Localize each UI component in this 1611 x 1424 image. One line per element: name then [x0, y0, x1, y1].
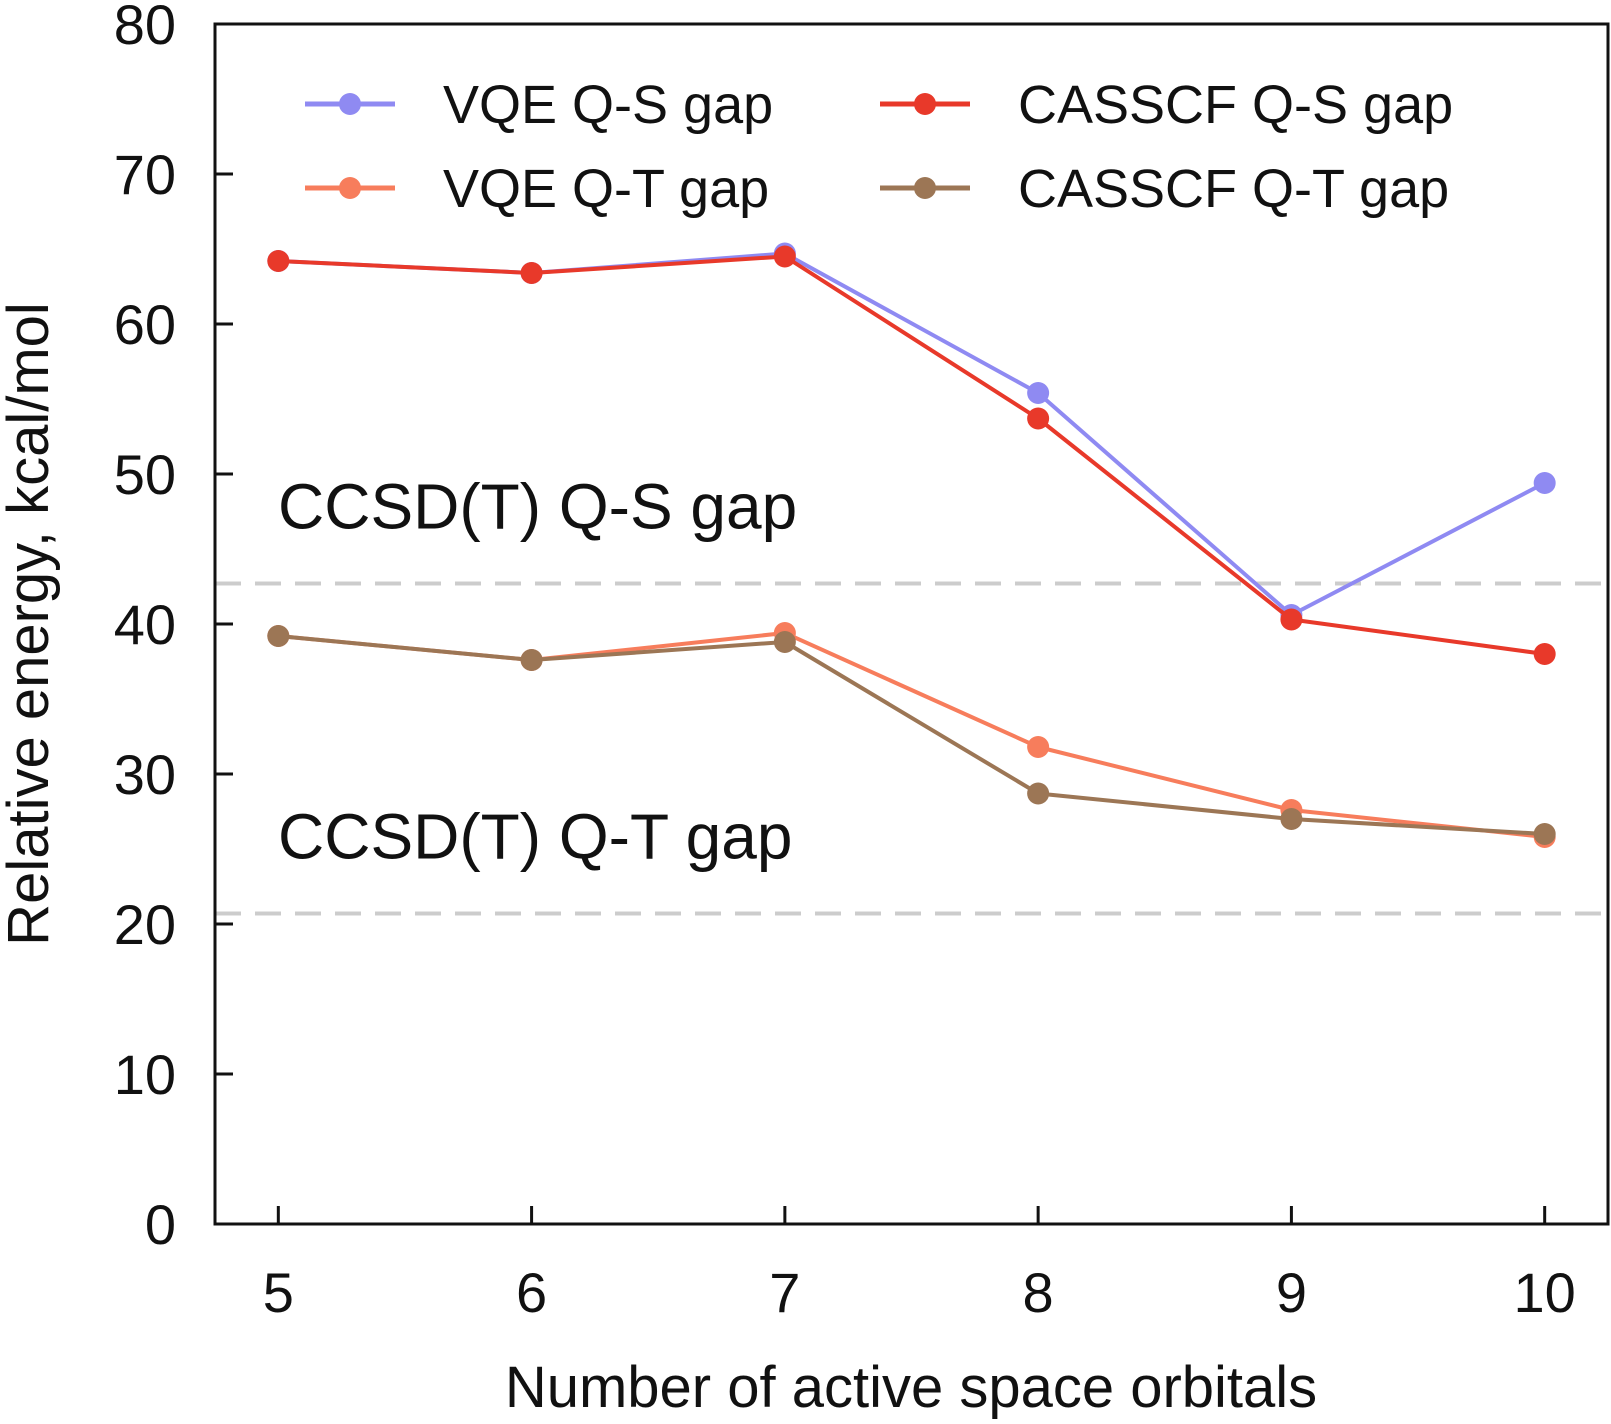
data-point-s1-p2 — [773, 245, 796, 268]
x-tick-label-3: 8 — [1023, 1261, 1054, 1324]
y-tick-label-8: 80 — [114, 0, 176, 56]
series-line-1 — [278, 254, 1545, 656]
reference-label-1: CCSD(T) Q-T gap — [278, 801, 792, 873]
data-point-s3-p3 — [1027, 782, 1050, 805]
y-tick-label-2: 20 — [114, 893, 176, 956]
data-point-s1-p1 — [520, 262, 543, 284]
legend-label-1: CASSCF Q-S gap — [1018, 75, 1453, 135]
y-tick-label-1: 10 — [114, 1043, 176, 1106]
data-point-s3-p1 — [520, 649, 543, 671]
y-axis-title: Relative energy, kcal/mol — [0, 302, 61, 946]
legend-swatch-marker-3 — [914, 177, 936, 199]
data-point-s1-p3 — [1027, 407, 1050, 430]
data-point-s2-p3 — [1027, 736, 1050, 758]
reference-lines — [215, 581, 1608, 916]
x-tick-label-4: 9 — [1276, 1261, 1307, 1324]
legend: VQE Q-S gap CASSCF Q-S gap VQE Q-T gap CASS… — [305, 75, 1453, 219]
data-point-s1-p0 — [267, 250, 290, 272]
data-point-s0-p5 — [1533, 472, 1556, 494]
legend-swatch-marker-2 — [339, 177, 361, 199]
reference-label-0: CCSD(T) Q-S gap — [278, 471, 797, 543]
y-tick-label-4: 40 — [114, 593, 176, 656]
legend-swatch-marker-1 — [914, 93, 936, 115]
data-point-s1-p4 — [1280, 608, 1303, 631]
data-point-s0-p3 — [1027, 382, 1050, 404]
legend-swatch-marker-0 — [339, 93, 361, 115]
x-axis-title: Number of active space orbitals — [505, 1355, 1317, 1420]
y-tick-label-3: 30 — [114, 743, 176, 806]
y-tick-label-6: 60 — [114, 293, 176, 356]
series-line-3 — [278, 634, 1545, 836]
series-line-0 — [278, 251, 1546, 617]
x-tick-label-2: 7 — [769, 1261, 800, 1324]
reference-labels: CCSD(T) Q-S gap CCSD(T) Q-T gap — [278, 471, 797, 873]
legend-label-2: VQE Q-T gap — [443, 159, 769, 219]
series-layer — [267, 242, 1556, 848]
x-tick-label-5: 10 — [1514, 1261, 1576, 1324]
x-tick-label-0: 5 — [263, 1261, 294, 1324]
data-point-s3-p0 — [267, 625, 290, 647]
legend-label-0: VQE Q-S gap — [443, 75, 773, 135]
x-tick-label-1: 6 — [516, 1261, 547, 1324]
data-point-s3-p2 — [773, 631, 796, 653]
axis-ticks: 5 6 7 8 9 10 0 10 20 30 40 50 60 70 80 — [114, 0, 1576, 1324]
data-point-s1-p5 — [1533, 643, 1556, 665]
y-tick-label-0: 0 — [145, 1193, 176, 1256]
y-tick-label-7: 70 — [114, 143, 176, 206]
data-point-s3-p5 — [1533, 823, 1556, 845]
y-tick-label-5: 50 — [114, 443, 176, 506]
data-point-s3-p4 — [1280, 808, 1303, 830]
legend-label-3: CASSCF Q-T gap — [1018, 159, 1449, 219]
